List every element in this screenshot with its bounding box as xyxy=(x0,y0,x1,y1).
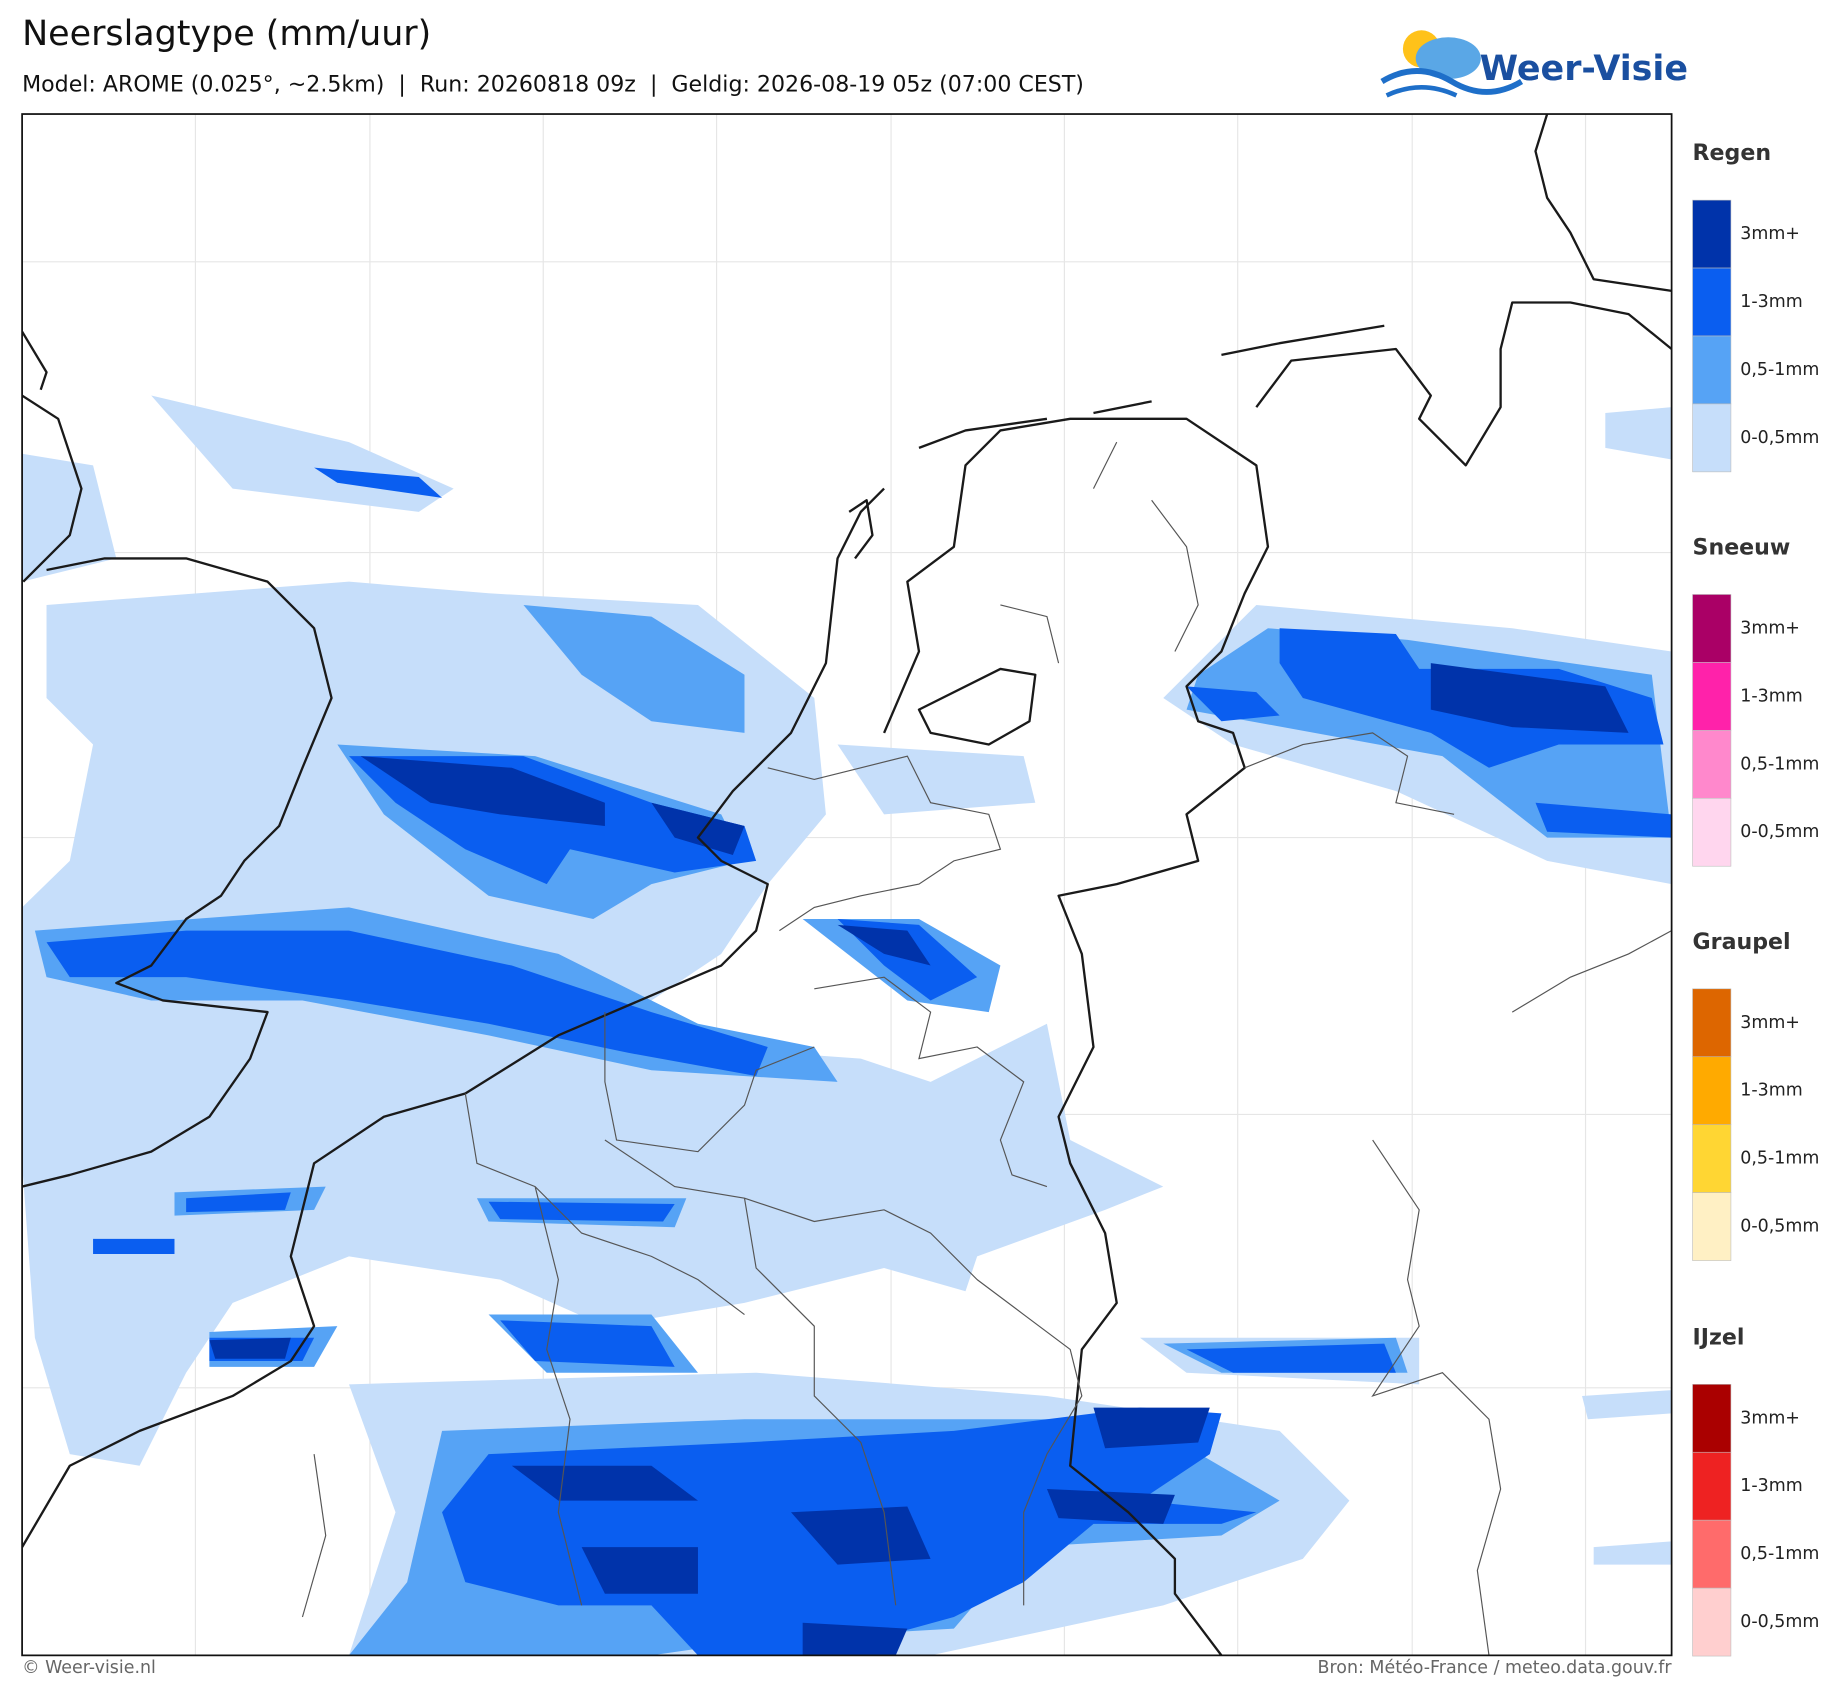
legend-swatch xyxy=(1692,267,1732,337)
legend-label: 1-3mm xyxy=(1740,1081,1802,1101)
legend-label: 0-0,5mm xyxy=(1740,822,1819,842)
legend-title: Regen xyxy=(1693,140,1772,166)
legend-swatch xyxy=(1692,335,1732,405)
legend-title: Graupel xyxy=(1693,929,1791,955)
borders xyxy=(301,441,1672,1656)
legend-label: 1-3mm xyxy=(1740,686,1802,706)
title: Neerslagtype (mm/uur) xyxy=(22,14,431,54)
legend-label: 0-0,5mm xyxy=(1740,428,1819,448)
legend: Regen 3mm+ 1-3mm 0,5-1mm 0-0,5mm Sneeuw 3mm+ 1-… xyxy=(1692,140,1819,1657)
legend-title: IJzel xyxy=(1693,1324,1745,1350)
legend-swatch xyxy=(1692,1124,1732,1193)
coastlines xyxy=(22,114,1672,1656)
legend-swatch xyxy=(1692,1587,1732,1657)
legend-label: 0,5-1mm xyxy=(1740,1544,1819,1564)
legend-swatch xyxy=(1692,1192,1732,1261)
legend-label: 0,5-1mm xyxy=(1740,1149,1819,1169)
logo-text: Weer-Visie xyxy=(1480,49,1688,89)
legend-label: 0-0,5mm xyxy=(1740,1612,1819,1632)
footer-left: © Weer-visie.nl xyxy=(22,1658,156,1678)
subtitle: Model: AROME (0.025°, ~2.5km) | Run: 202… xyxy=(22,71,1084,97)
legend-swatch xyxy=(1692,1519,1732,1589)
footer-right: Bron: Météo-France / meteo.data.gouv.fr xyxy=(1318,1658,1673,1678)
legend-swatch xyxy=(1692,988,1732,1058)
legend-swatch xyxy=(1692,1451,1732,1521)
precipitation xyxy=(22,395,1672,1656)
legend-swatch xyxy=(1692,403,1732,473)
legend-label: 1-3mm xyxy=(1740,1476,1802,1496)
logo: Weer-Visie xyxy=(1380,30,1688,98)
legend-swatch xyxy=(1692,594,1732,663)
legend-swatch xyxy=(1692,797,1732,867)
legend-swatch xyxy=(1692,1056,1732,1125)
legend-label: 1-3mm xyxy=(1740,292,1802,312)
legend-swatch xyxy=(1692,1384,1732,1453)
legend-label: 0,5-1mm xyxy=(1740,754,1819,774)
legend-swatch xyxy=(1692,662,1732,731)
legend-label: 0-0,5mm xyxy=(1740,1217,1819,1237)
map xyxy=(22,114,1672,1656)
legend-label: 0,5-1mm xyxy=(1740,360,1819,380)
legend-label: 3mm+ xyxy=(1740,224,1800,244)
legend-label: 3mm+ xyxy=(1740,1408,1800,1428)
legend-swatch xyxy=(1692,199,1732,269)
map-frame xyxy=(21,113,1673,1657)
legend-swatch xyxy=(1692,730,1732,799)
legend-title: Sneeuw xyxy=(1693,534,1791,560)
legend-label: 3mm+ xyxy=(1740,618,1800,638)
legend-label: 3mm+ xyxy=(1740,1013,1800,1033)
